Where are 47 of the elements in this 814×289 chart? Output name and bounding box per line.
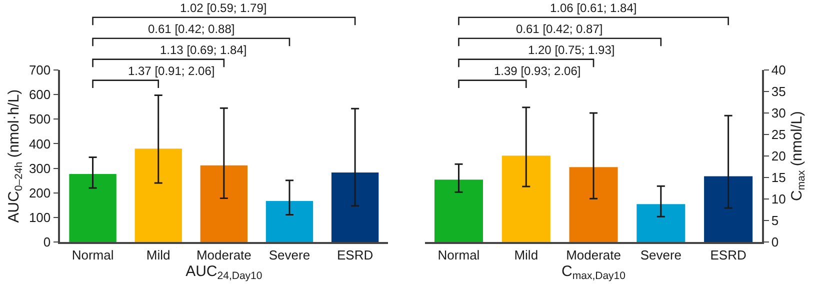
bar xyxy=(704,176,753,242)
x-tick-label: Mild xyxy=(514,247,538,262)
x-tick-label: Severe xyxy=(640,247,682,262)
x-tick-label: Moderate xyxy=(196,247,252,262)
text: 0.61 [0.42; 0.87] xyxy=(516,22,603,36)
bar xyxy=(569,167,618,242)
x-tick-label: Severe xyxy=(268,247,310,262)
y-tick-label: 400 xyxy=(28,136,51,152)
text: 0.61 [0.42; 0.88] xyxy=(148,22,235,36)
x-tick-label: ESRD xyxy=(336,247,374,262)
y-tick-label: 300 xyxy=(28,160,51,176)
y-tick-label: 600 xyxy=(28,87,51,102)
y-tick-label: 500 xyxy=(28,112,51,127)
text: 1.06 [0.61; 1.84] xyxy=(550,1,637,15)
text: 1.02 [0.59; 1.79] xyxy=(180,1,267,15)
x-axis-title: AUC$_{24,Day10}$ xyxy=(186,262,262,282)
y-tick-label: 0 xyxy=(771,234,779,250)
y-tick-label: 700 xyxy=(28,62,51,78)
x-tick-label: ESRD xyxy=(710,247,746,262)
y-tick-label: 20 xyxy=(771,148,786,164)
y-tick-label: 5 xyxy=(771,213,779,228)
x-tick-label: Normal xyxy=(438,247,480,262)
y-tick-label: 40 xyxy=(771,62,786,78)
y-tick-label: 30 xyxy=(771,106,786,121)
x-tick-label: Moderate xyxy=(566,247,621,262)
x-tick-label: Mild xyxy=(146,247,170,262)
bar xyxy=(434,180,483,242)
x-axis-title: C$_{max,Day10}$ xyxy=(562,262,626,282)
bar xyxy=(134,148,182,242)
bar xyxy=(266,200,314,242)
bar xyxy=(636,204,686,242)
text: 1.13 [0.69; 1.84] xyxy=(160,43,247,57)
y-tick-label: 35 xyxy=(771,84,786,100)
bar xyxy=(69,174,116,242)
y-tick-label: 15 xyxy=(771,170,786,186)
bar xyxy=(331,172,379,242)
bar xyxy=(200,165,248,242)
annotation: 1.39 [0.93; 2.06] xyxy=(494,64,581,78)
y-tick-label: 10 xyxy=(771,192,786,207)
x-tick-label: Normal xyxy=(72,247,114,262)
y-tick-label: 25 xyxy=(771,127,786,142)
y-tick-label: 0 xyxy=(43,234,51,250)
y-tick-label: 200 xyxy=(28,185,51,200)
text: 1.20 [0.75; 1.93] xyxy=(528,43,615,57)
y-tick-label: 100 xyxy=(28,210,51,225)
annotation: 1.37 [0.91; 2.06] xyxy=(128,64,215,78)
bar xyxy=(502,156,550,242)
